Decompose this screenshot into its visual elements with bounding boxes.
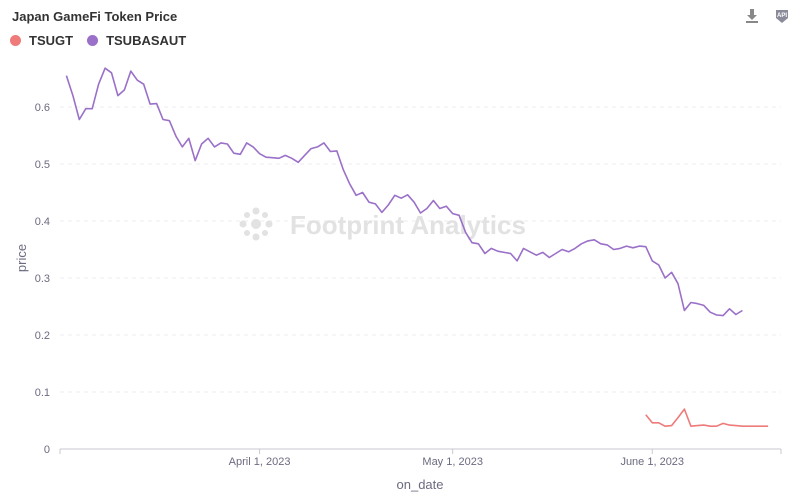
y-tick-label: 0.5	[35, 159, 50, 171]
watermark: Footprint Analytics	[239, 207, 526, 241]
series-line-tsubasaut[interactable]	[65, 67, 743, 317]
y-tick-label: 0.2	[35, 330, 50, 342]
api-icon[interactable]: API	[774, 8, 790, 24]
svg-text:API: API	[777, 13, 787, 19]
grid	[60, 106, 781, 393]
x-axis-ticks: April 1, 2023 May 1, 2023 June 1, 2023	[59, 449, 782, 468]
chart-toolbar: API	[744, 8, 790, 24]
legend-item-tsubasaut[interactable]: TSUBASAUT	[87, 33, 186, 48]
chart-title: Japan GameFi Token Price	[12, 9, 178, 24]
y-tick-label: 0.6	[35, 102, 50, 114]
y-tick-label: 0.3	[35, 273, 50, 285]
watermark-text: Footprint Analytics	[290, 210, 526, 240]
legend-label-tsugt: TSUGT	[29, 33, 74, 48]
y-axis-ticks: 0 0.1 0.2 0.3 0.4 0.5 0.6	[35, 102, 50, 456]
y-axis-title: price	[14, 244, 29, 272]
y-tick-label: 0.1	[35, 387, 50, 399]
x-tick-label: June 1, 2023	[620, 456, 684, 468]
series-layer	[65, 67, 769, 428]
x-axis-title: on_date	[397, 477, 444, 492]
series-line-tsugt[interactable]	[645, 408, 769, 428]
x-tick-label: April 1, 2023	[229, 456, 291, 468]
y-tick-label: 0.4	[35, 216, 50, 228]
legend-label-tsubasaut: TSUBASAUT	[106, 33, 187, 48]
x-tick-label: May 1, 2023	[422, 456, 483, 468]
y-tick-label: 0	[44, 444, 50, 456]
legend-dot-tsubasaut	[87, 35, 99, 46]
legend-dot-tsugt	[10, 35, 21, 46]
chart-legend: TSUGT TSUBASAUT	[10, 33, 186, 48]
watermark-logo-icon	[239, 207, 273, 241]
download-icon[interactable]	[744, 8, 760, 24]
legend-item-tsugt[interactable]: TSUGT	[10, 33, 73, 48]
